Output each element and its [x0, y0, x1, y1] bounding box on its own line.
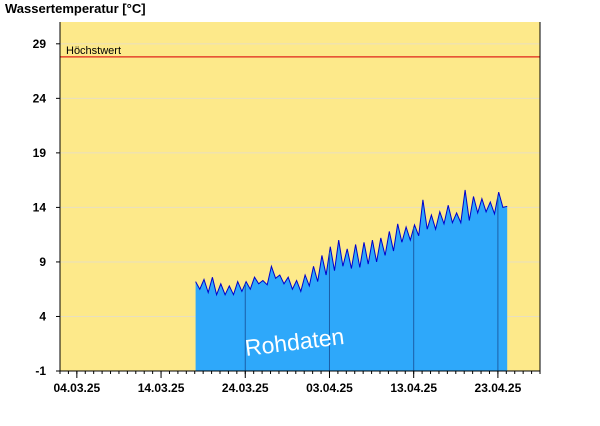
y-tick-label: 14: [33, 200, 47, 214]
x-tick-label: 24.03.25: [222, 381, 269, 395]
y-tick-label: 24: [33, 91, 47, 105]
x-tick-label: 13.04.25: [390, 381, 437, 395]
y-tick-label: 4: [39, 309, 46, 323]
x-tick-label: 14.03.25: [138, 381, 185, 395]
x-tick-label: 23.04.25: [475, 381, 522, 395]
y-tick-label: 19: [33, 146, 47, 160]
chart-title: Wassertemperatur [°C]: [5, 1, 146, 16]
x-tick-label: 04.03.25: [53, 381, 100, 395]
y-tick-label: -1: [35, 364, 46, 378]
reference-label: Höchstwert: [66, 45, 121, 57]
axes: [59, 22, 541, 372]
x-axis-ticks: 04.03.25 14.03.25 24.03.25 03.04.25 13.04.25…: [53, 371, 541, 395]
area-separators: [244, 196, 499, 371]
series-line: [195, 189, 508, 297]
series-area: [195, 190, 508, 371]
x-tick-label: 03.04.25: [306, 381, 353, 395]
y-tick-label: 9: [39, 255, 46, 269]
y-axis-ticks: 29 24 19 14 9 4 -1: [33, 37, 60, 378]
y-tick-label: 29: [33, 37, 47, 51]
